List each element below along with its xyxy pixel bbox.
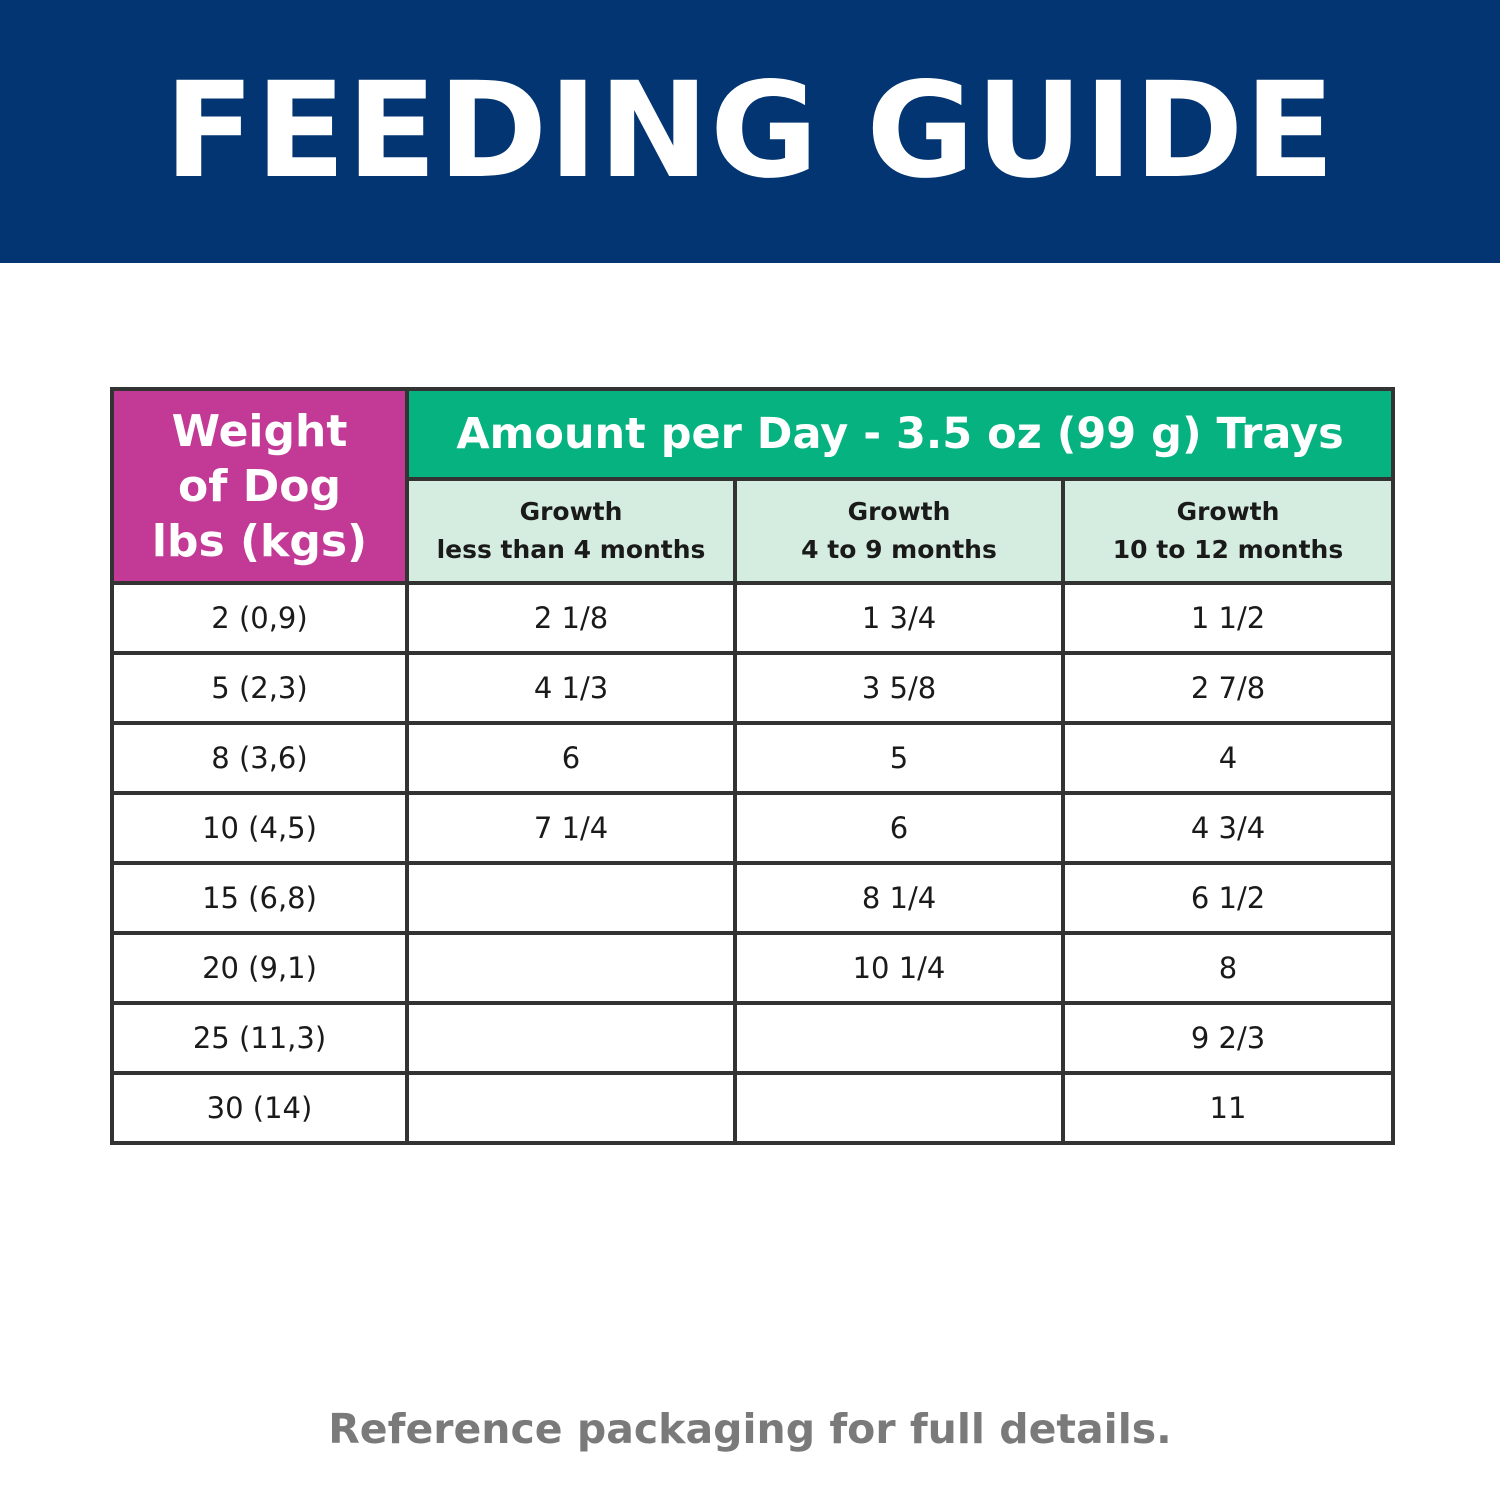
amount-cell: 4 3/4	[1060, 791, 1396, 865]
amount-cell: 6	[733, 791, 1065, 865]
header-row-sub: Growth less than 4 months Growth 4 to 9 …	[112, 477, 1396, 585]
growth-10-to-12-months-header: Growth 10 to 12 months	[1060, 477, 1396, 585]
growth-4-to-9-months-header: Growth 4 to 9 months	[733, 477, 1065, 585]
table-row: 5 (2,3) 4 1/3 3 5/8 2 7/8	[110, 651, 1396, 725]
amount-cell: 6	[405, 721, 737, 795]
header-row-top: Weight of Dog lbs (kgs) Amount per Day -…	[110, 387, 1396, 585]
amount-cell: 10 1/4	[733, 931, 1065, 1005]
sub-header-line-1: Growth	[519, 497, 623, 526]
table-row: 15 (6,8) 8 1/4 6 1/2	[110, 861, 1396, 935]
amount-cell	[405, 861, 737, 935]
amount-cell	[733, 1071, 1065, 1145]
amount-cell: 1 1/2	[1060, 581, 1396, 655]
table-row: 25 (11,3) 9 2/3	[110, 1001, 1396, 1075]
weight-header-line-2: of Dog	[178, 460, 341, 512]
amount-cell	[405, 1001, 737, 1075]
weight-cell: 10 (4,5)	[110, 791, 409, 865]
header-banner: FEEDING GUIDE	[0, 0, 1500, 263]
amount-cell: 2 1/8	[405, 581, 737, 655]
footer-note: Reference packaging for full details.	[328, 1405, 1172, 1453]
amount-cell: 8 1/4	[733, 861, 1065, 935]
amount-cell: 8	[1060, 931, 1396, 1005]
amount-cell: 5	[733, 721, 1065, 795]
weight-column-header: Weight of Dog lbs (kgs)	[110, 387, 409, 585]
table-row: 20 (9,1) 10 1/4 8	[110, 931, 1396, 1005]
sub-header-line-2: 4 to 9 months	[801, 535, 997, 564]
table-row: 8 (3,6) 6 5 4	[110, 721, 1396, 795]
table-row: 10 (4,5) 7 1/4 6 4 3/4	[110, 791, 1396, 865]
weight-header-line-3: lbs (kgs)	[151, 515, 368, 567]
amount-cell: 11	[1060, 1071, 1396, 1145]
amount-cell	[405, 1071, 737, 1145]
amount-cell: 4 1/3	[405, 651, 737, 725]
growth-under-4-months-header: Growth less than 4 months	[405, 477, 737, 585]
weight-cell: 8 (3,6)	[110, 721, 409, 795]
table-row: 2 (0,9) 2 1/8 1 3/4 1 1/2	[110, 581, 1396, 655]
table-row: 30 (14) 11	[110, 1071, 1396, 1145]
amount-cell: 3 5/8	[733, 651, 1065, 725]
amount-cell: 7 1/4	[405, 791, 737, 865]
weight-cell: 25 (11,3)	[110, 1001, 409, 1075]
amount-cell: 6 1/2	[1060, 861, 1396, 935]
page-title: FEEDING GUIDE	[164, 53, 1336, 208]
sub-header-line-1: Growth	[1176, 497, 1280, 526]
weight-cell: 2 (0,9)	[110, 581, 409, 655]
feeding-table: Weight of Dog lbs (kgs) Amount per Day -…	[110, 387, 1396, 1145]
weight-header-line-1: Weight	[171, 405, 348, 457]
weight-cell: 30 (14)	[110, 1071, 409, 1145]
weight-cell: 20 (9,1)	[110, 931, 409, 1005]
amount-per-day-header: Amount per Day - 3.5 oz (99 g) Trays	[404, 387, 1396, 481]
weight-cell: 5 (2,3)	[110, 651, 409, 725]
weight-cell: 15 (6,8)	[110, 861, 409, 935]
amount-cell	[405, 931, 737, 1005]
amount-cell: 2 7/8	[1060, 651, 1396, 725]
amount-cell: 1 3/4	[733, 581, 1065, 655]
amount-cell: 9 2/3	[1060, 1001, 1396, 1075]
sub-header-line-1: Growth	[847, 497, 951, 526]
sub-header-line-2: 10 to 12 months	[1112, 535, 1344, 564]
amount-cell: 4	[1060, 721, 1396, 795]
sub-header-line-2: less than 4 months	[436, 535, 706, 564]
amount-cell	[733, 1001, 1065, 1075]
